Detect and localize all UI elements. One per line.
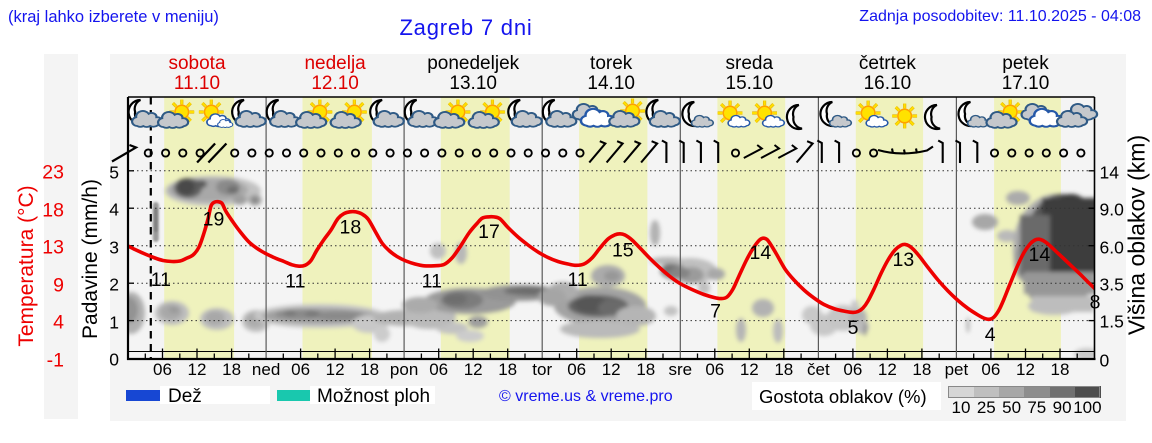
svg-text:11: 11	[567, 269, 587, 291]
svg-text:17: 17	[478, 221, 500, 243]
svg-text:11: 11	[151, 269, 171, 291]
svg-text:14: 14	[1029, 244, 1051, 266]
svg-text:13: 13	[893, 249, 915, 271]
svg-text:18: 18	[340, 217, 362, 239]
svg-text:5: 5	[848, 317, 859, 339]
svg-text:14: 14	[750, 242, 772, 264]
svg-text:11: 11	[285, 271, 305, 293]
svg-text:19: 19	[203, 209, 225, 231]
svg-text:8: 8	[1090, 291, 1101, 313]
svg-text:11: 11	[422, 271, 442, 293]
svg-text:4: 4	[985, 324, 996, 346]
svg-text:7: 7	[710, 301, 721, 323]
svg-text:15: 15	[612, 240, 634, 262]
